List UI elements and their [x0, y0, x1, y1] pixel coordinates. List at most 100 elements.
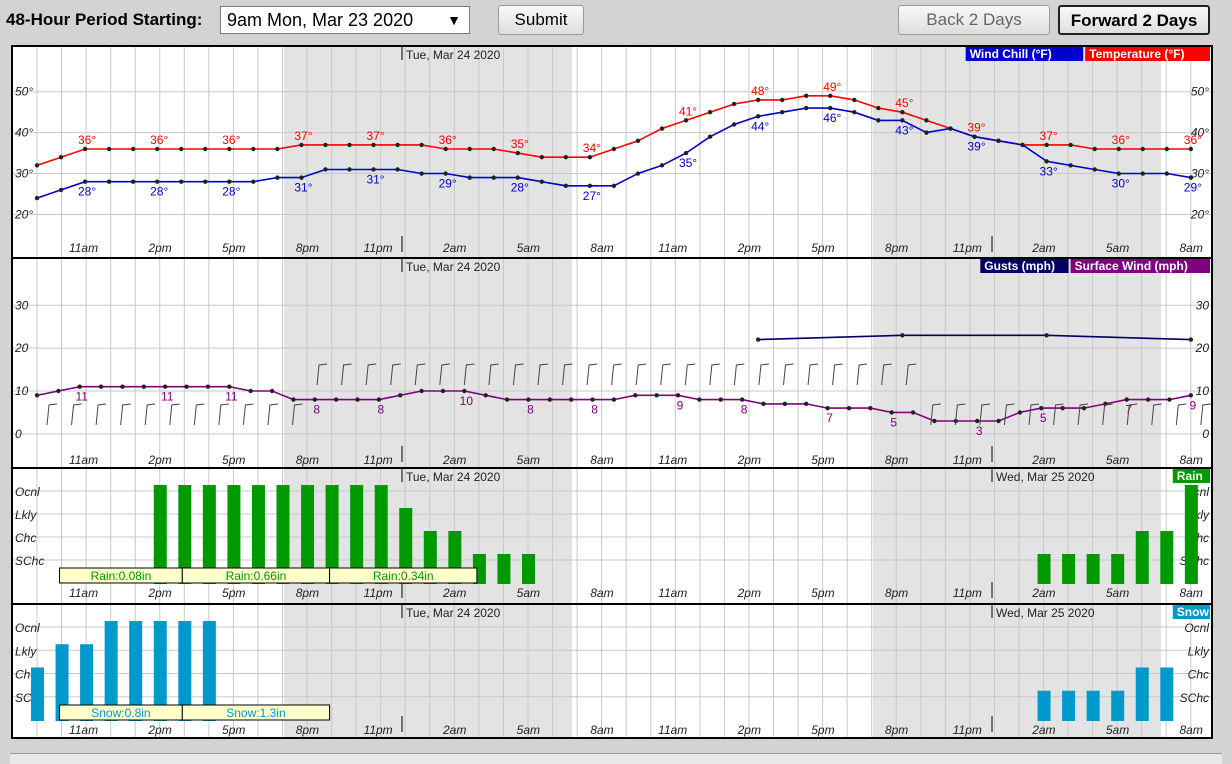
- x-tick-label: 11am: [658, 586, 687, 600]
- data-point: [697, 397, 702, 402]
- data-point: [1092, 146, 1097, 152]
- data-label: 10: [460, 394, 474, 408]
- probability-bar: [178, 621, 192, 721]
- wind-barb: [1003, 403, 1015, 426]
- data-point: [227, 146, 232, 152]
- y-tick-label: SChc: [15, 554, 44, 568]
- x-tick-label: 5pm: [811, 723, 834, 737]
- date-label: Tue, Mar 24 2020: [406, 260, 501, 274]
- wind-barb: [95, 403, 107, 426]
- x-tick-label: 11am: [69, 453, 98, 467]
- wind-barb: [439, 363, 450, 386]
- data-point: [58, 154, 64, 160]
- data-label: 37°: [366, 129, 384, 143]
- data-point: [761, 401, 766, 407]
- data-point: [659, 126, 665, 131]
- y-tick-label: Chc: [1188, 668, 1209, 682]
- x-tick-label: 11am: [69, 723, 98, 737]
- data-point: [56, 388, 61, 394]
- chart-panel-3: Tue, Mar 24 2020 Wed, Mar 25 2020 Rain 11am…: [11, 467, 1213, 605]
- data-point: [731, 122, 737, 127]
- wind-barb: [267, 403, 279, 426]
- amount-label: Rain:0.34in: [373, 569, 434, 583]
- y-tick-label: 30°: [1191, 167, 1209, 181]
- data-point: [106, 146, 112, 152]
- x-tick-label: 2pm: [147, 453, 171, 467]
- x-tick-label: 2pm: [737, 723, 761, 737]
- x-tick-label: 8am: [590, 241, 613, 255]
- x-tick-label: 2am: [442, 453, 466, 467]
- wind-barb: [660, 363, 671, 386]
- x-tick-label: 5pm: [222, 241, 245, 255]
- wind-barb: [193, 403, 205, 426]
- wind-barb: [1028, 403, 1040, 426]
- data-point: [1017, 410, 1023, 415]
- data-point: [1164, 171, 1170, 176]
- data-point: [828, 93, 833, 99]
- period-select[interactable]: 9am Mon, Mar 23 2020 ▼: [220, 6, 470, 34]
- data-point: [419, 171, 424, 176]
- wind-barb: [832, 363, 843, 386]
- data-point: [889, 410, 894, 415]
- data-label: 8: [591, 403, 598, 417]
- data-point: [804, 93, 809, 99]
- probability-bar: [301, 485, 315, 584]
- data-point: [205, 384, 211, 389]
- wind-barb: [758, 363, 770, 386]
- data-point: [1116, 146, 1121, 152]
- data-point: [1188, 337, 1194, 342]
- data-point: [347, 142, 352, 148]
- back-2-days-button[interactable]: Back 2 Days: [898, 5, 1050, 35]
- data-point: [462, 388, 467, 394]
- x-tick-label: 2am: [442, 586, 466, 600]
- x-tick-label: 2am: [1031, 241, 1055, 255]
- data-point: [82, 179, 88, 184]
- x-tick-label: 11pm: [364, 453, 393, 467]
- x-tick-label: 8pm: [885, 723, 908, 737]
- y-tick-label: Chc: [15, 531, 36, 545]
- data-label: 11: [76, 390, 89, 404]
- submit-button[interactable]: Submit: [498, 5, 584, 35]
- legend-label: Gusts (mph): [984, 259, 1055, 273]
- probability-bar: [1062, 690, 1076, 721]
- y-tick-label: Ocnl: [15, 621, 40, 635]
- data-point: [395, 142, 400, 148]
- forecast-charts: Tue, Mar 24 2020 Temperature (°F) Wind Chi…: [11, 45, 1213, 739]
- probability-bar: [1135, 667, 1149, 721]
- data-point: [563, 183, 569, 189]
- data-point: [563, 154, 569, 160]
- data-point: [707, 109, 713, 115]
- date-label: Wed, Mar 25 2020: [996, 470, 1095, 484]
- data-point: [443, 146, 448, 152]
- probability-bar: [1111, 554, 1125, 584]
- data-point: [312, 397, 317, 402]
- data-point: [419, 142, 424, 148]
- data-point: [779, 97, 785, 103]
- data-point: [323, 142, 328, 148]
- data-point: [1140, 146, 1145, 152]
- data-point: [590, 397, 595, 402]
- x-tick-label: 11am: [658, 453, 687, 467]
- amount-label: Snow:1.3in: [226, 706, 285, 720]
- series-line: [758, 334, 1191, 341]
- data-point: [526, 397, 531, 402]
- data-point: [1124, 397, 1129, 402]
- data-point: [467, 175, 472, 180]
- forward-2-days-button[interactable]: Forward 2 Days: [1058, 5, 1210, 35]
- y-tick-label: 30: [1196, 298, 1210, 312]
- x-tick-label: 8am: [590, 453, 613, 467]
- x-tick-label: 8am: [590, 586, 613, 600]
- data-label: 28°: [150, 185, 168, 199]
- x-tick-label: 2pm: [737, 241, 761, 255]
- x-tick-label: 5am: [1106, 241, 1129, 255]
- data-point: [635, 171, 641, 176]
- data-label: 8: [313, 403, 320, 417]
- data-point: [227, 179, 232, 184]
- data-point: [675, 393, 681, 398]
- x-tick-label: 2pm: [737, 586, 761, 600]
- data-point: [443, 171, 448, 176]
- data-label: 28°: [511, 181, 529, 195]
- y-tick-label: Ocnl: [15, 485, 40, 499]
- data-point: [910, 410, 916, 415]
- data-point: [355, 397, 360, 402]
